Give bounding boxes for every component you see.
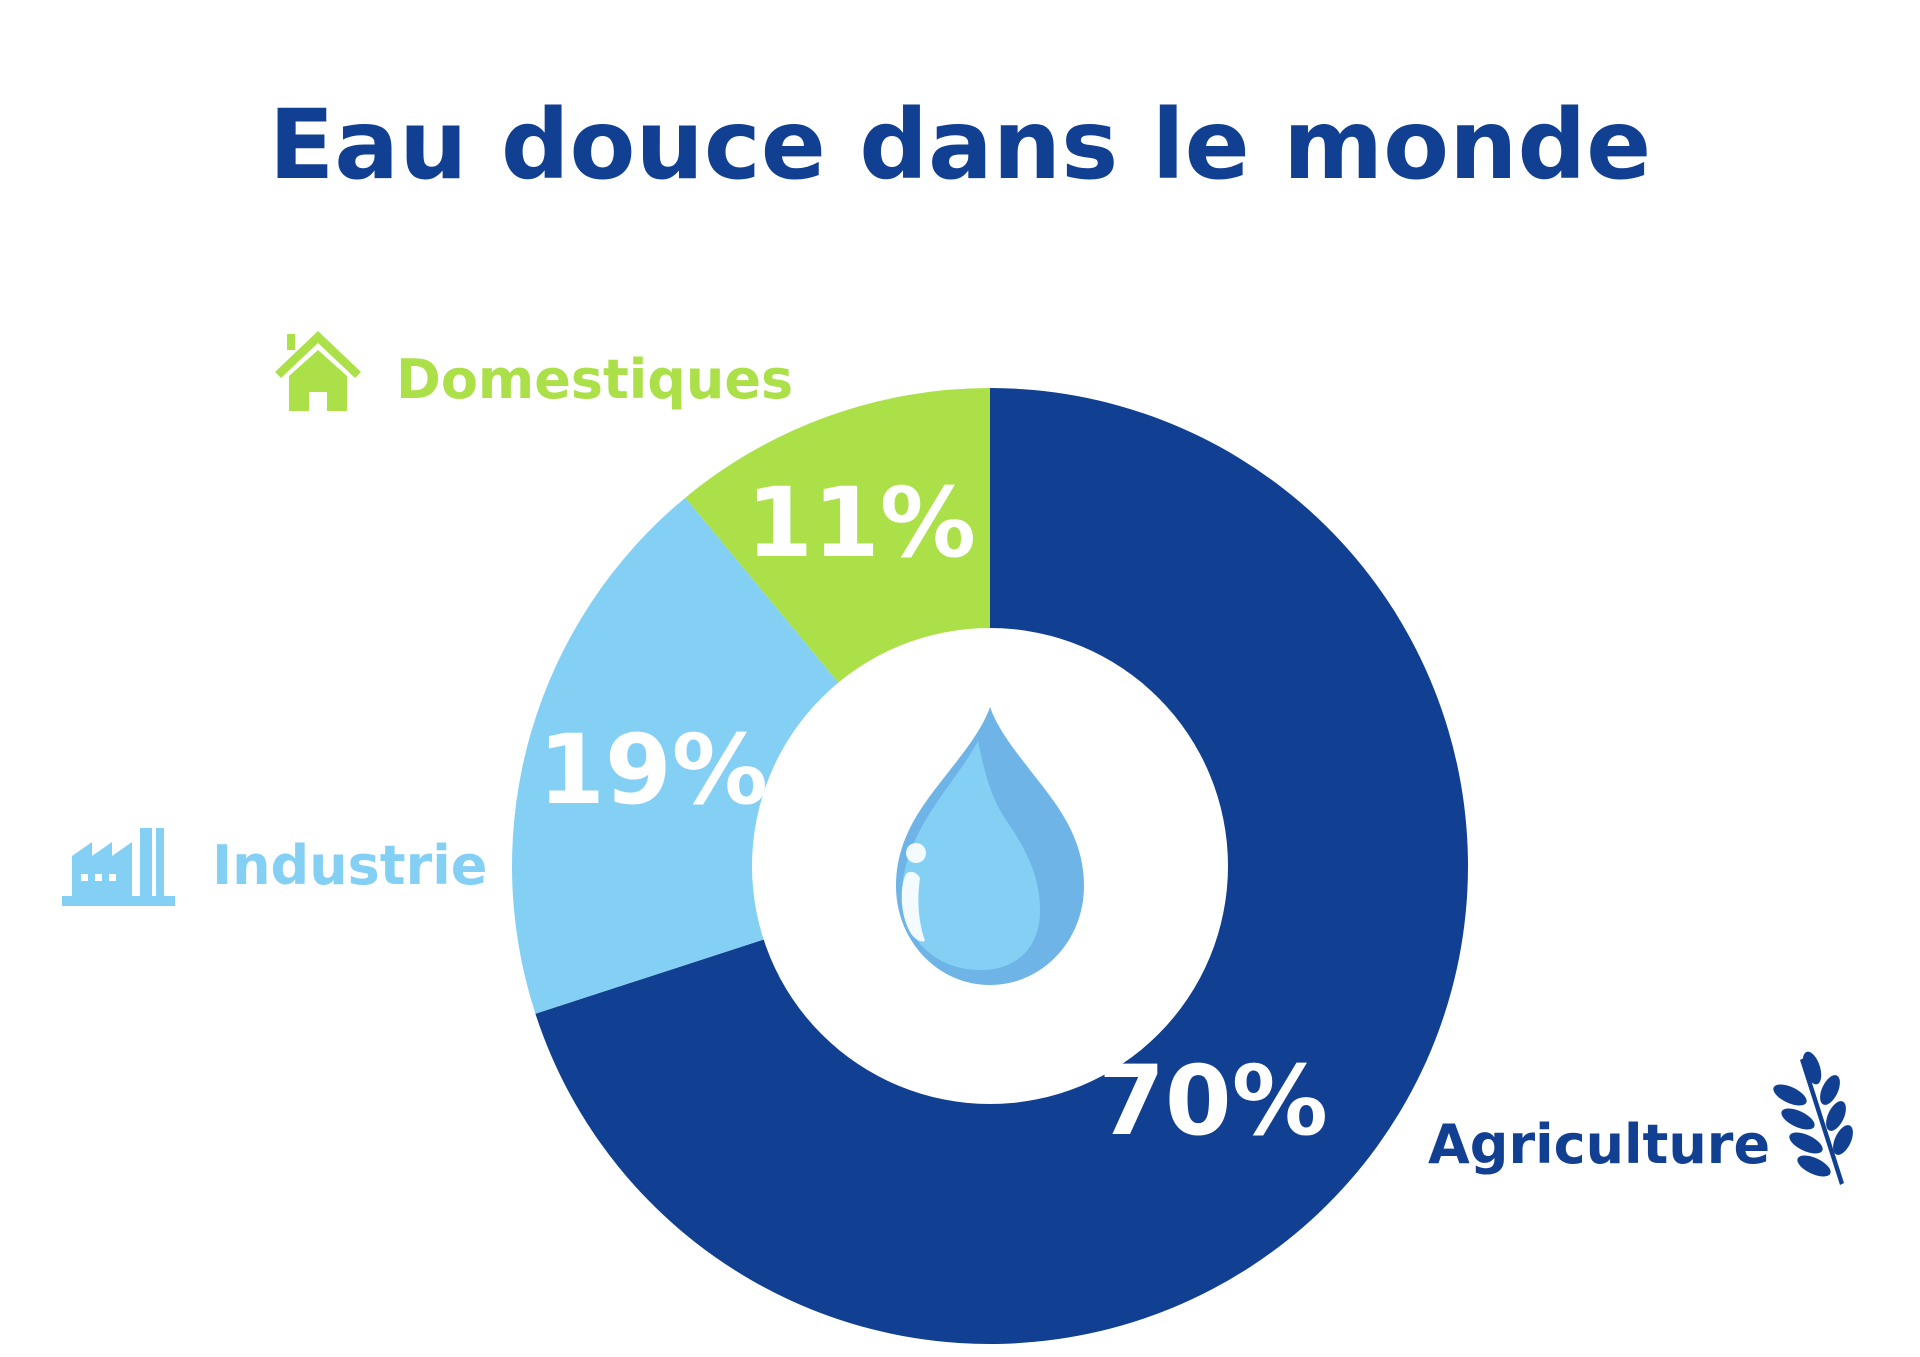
slice-label-industrie: 19% [538,714,768,826]
factory-icon [62,828,175,906]
legend-item-agriculture: Agriculture [1428,1051,1853,1185]
legend-label-domestiques: Domestiques [396,348,793,411]
wheat-icon [1773,1051,1853,1185]
legend-item-industrie: Industrie [62,828,487,906]
house-icon [275,331,361,411]
slice-label-domestiques: 11% [746,467,976,579]
legend-label-agriculture: Agriculture [1428,1113,1770,1176]
legend-item-domestiques: Domestiques [275,331,793,411]
legend-label-industrie: Industrie [212,834,487,897]
slice-label-agriculture: 70% [1098,1045,1328,1157]
water-drop-info-icon [896,707,1084,985]
chart-title: Eau douce dans le monde [269,89,1652,201]
